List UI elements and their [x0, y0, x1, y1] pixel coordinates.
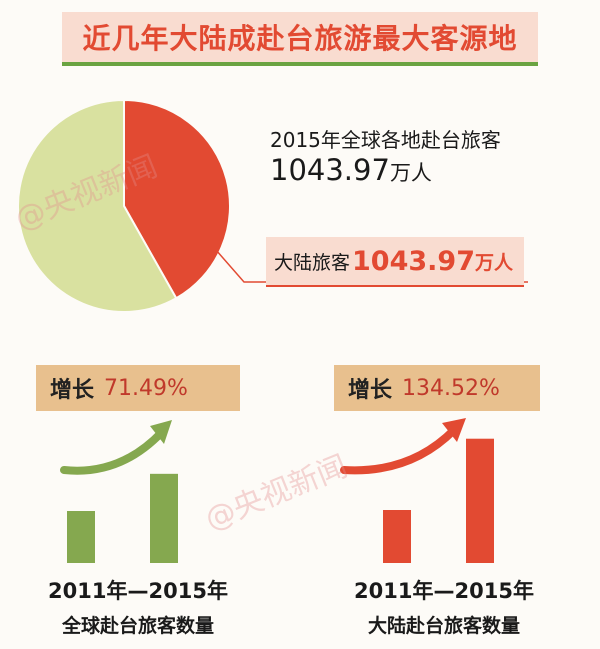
bar: [466, 438, 494, 563]
mainland-caption-subject: 大陆赴台旅客数量: [367, 615, 520, 637]
global-visitors-title: 2015年全球各地赴台旅客: [270, 128, 501, 152]
mainland-visitors-title: 大陆旅客: [274, 251, 351, 274]
pie-chart: [17, 98, 231, 313]
mainland-visitors-callout: 大陆旅客 1043.97 万人: [266, 237, 524, 287]
bar: [67, 511, 95, 563]
mainland-growth-badge: 增长 134.52%: [334, 365, 540, 411]
global-visitors-number: 1043.97: [270, 153, 390, 187]
pie-slice: [123, 98, 231, 300]
mainland-growth-value: 134.52%: [402, 375, 500, 401]
page-title: 近几年大陆成赴台旅游最大客源地: [82, 22, 518, 55]
mainland-growth-label: 增长: [348, 378, 393, 403]
global-growth-badge: 增长 71.49%: [36, 365, 240, 411]
mainland-visitors-unit: 万人: [475, 251, 514, 274]
growth-arrowhead-green: [150, 420, 172, 444]
global-growth-label: 增长: [50, 378, 95, 403]
mainland-caption-period: 2011年—2015年: [354, 579, 534, 603]
global-caption: 2011年—2015年 全球赴台旅客数量: [20, 575, 256, 638]
global-caption-subject: 全球赴台旅客数量: [61, 615, 214, 637]
growth-arrow-red: [340, 426, 458, 475]
global-visitors-label: 2015年全球各地赴台旅客 1043.97万人: [270, 124, 501, 187]
bar: [383, 510, 411, 563]
mainland-caption: 2011年—2015年 大陆赴台旅客数量: [326, 575, 562, 638]
global-caption-period: 2011年—2015年: [48, 579, 228, 603]
global-growth-value: 71.49%: [104, 375, 188, 401]
mainland-bar-chart: [383, 438, 494, 563]
growth-arrow-green: [60, 428, 166, 475]
mainland-visitors-number: 1043.97: [352, 245, 475, 277]
pie-slice: [17, 98, 178, 313]
global-visitors-unit: 万人: [389, 161, 432, 185]
global-bar-chart: [67, 473, 178, 563]
bar: [150, 473, 178, 563]
growth-arrowhead-red: [442, 418, 466, 442]
title-bar: 近几年大陆成赴台旅游最大客源地: [62, 12, 538, 66]
